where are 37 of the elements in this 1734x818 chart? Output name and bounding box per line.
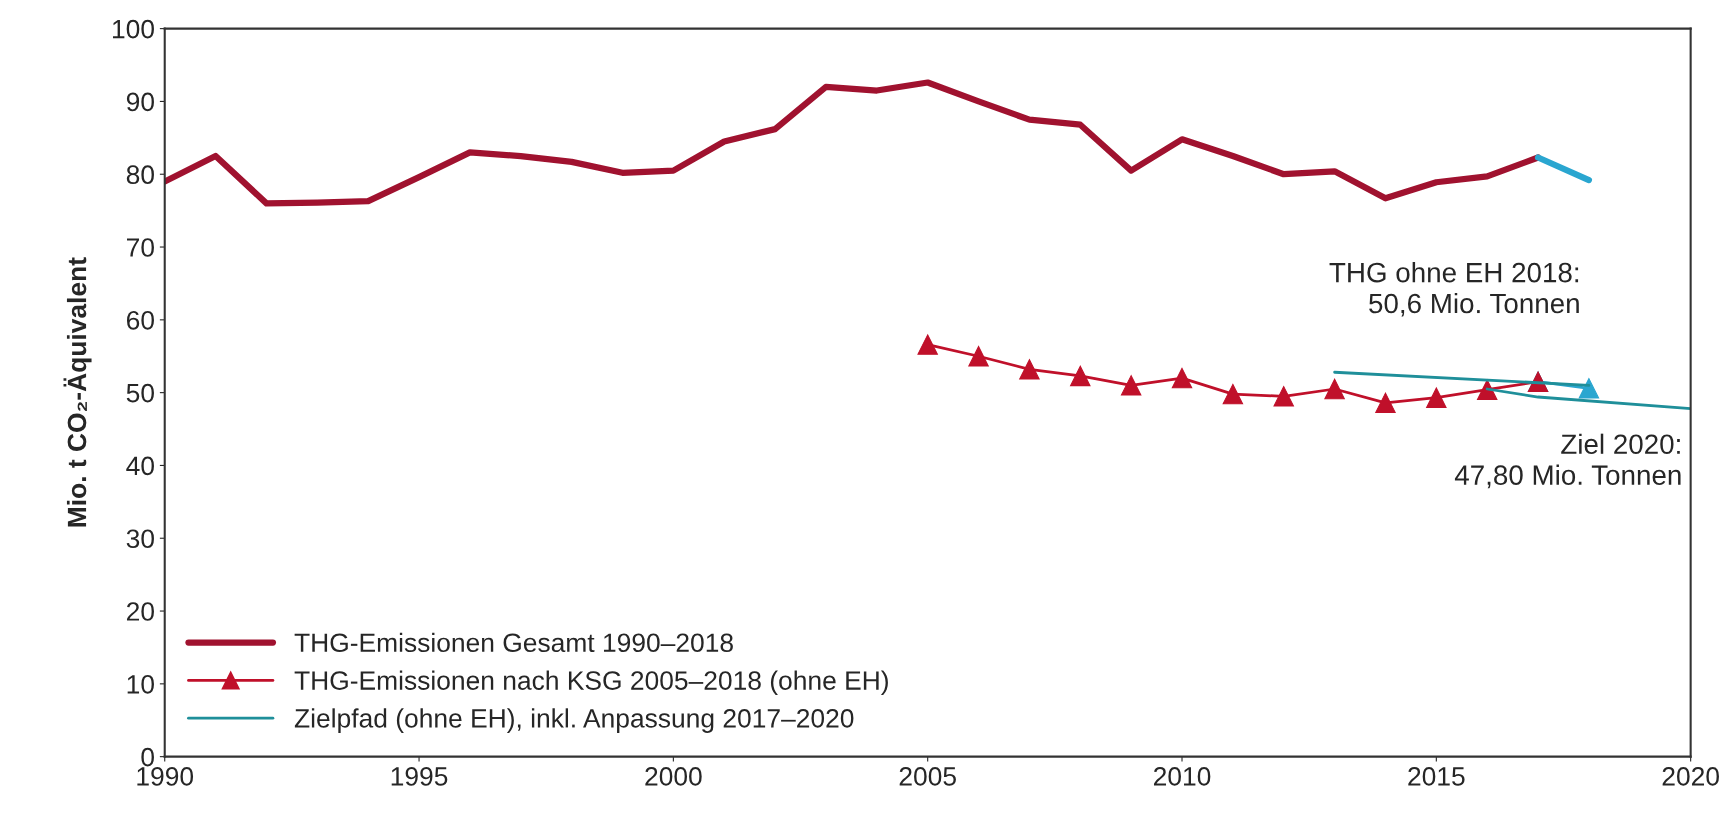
point [1222,383,1244,405]
point [1375,392,1396,414]
y-tick-label: 50 [126,383,154,403]
point [968,346,989,367]
point [1070,365,1091,387]
y-tick-label: 30 [126,529,154,549]
point [1273,386,1294,407]
x-tick-label: 2000 [645,767,702,786]
point [1120,375,1142,396]
x-tick-label: 2015 [1408,767,1465,786]
annotation: THG ohne EH 2018: 50,6 Mio. Tonnen [1329,262,1579,317]
x-tick-label: 2020 [1662,767,1719,786]
annotation: Ziel 2020: 47,80 Mio. Tonnen [1454,433,1681,489]
legend-label: THG-Emissionen Gesamt 1990–2018 [294,632,733,653]
x-tick-label: 2010 [1153,767,1211,786]
y-tick-label: 100 [113,19,154,39]
legend-label: THG-Emissionen nach KSG 2005–2018 (ohne EH) [294,670,888,696]
point [1476,379,1498,400]
y-tick-label: 70 [127,238,154,257]
y-tick-label: 10 [127,674,154,694]
point [1019,359,1040,380]
y-tick-label: 20 [126,602,154,621]
point [1578,378,1600,399]
y-tick-label: 0 [141,747,154,767]
x-tick-label: 2005 [899,767,956,786]
point [1171,367,1193,389]
point [1426,387,1447,408]
y-tick-label: 40 [126,456,154,476]
x-tick-label: 1990 [137,767,194,786]
y-tick-label: 90 [126,92,154,112]
x-tick-label: 1995 [391,767,448,786]
legend-label: Zielpfad (ohne EH), inkl. Anpassung 2017–2020 [294,708,854,733]
point [917,334,938,355]
y-axis-title: Mio. t CO₂-Äquivalent [63,257,92,527]
point [1324,378,1345,400]
y-tick-label: 60 [127,310,154,330]
y-tick-label: 80 [126,165,154,185]
